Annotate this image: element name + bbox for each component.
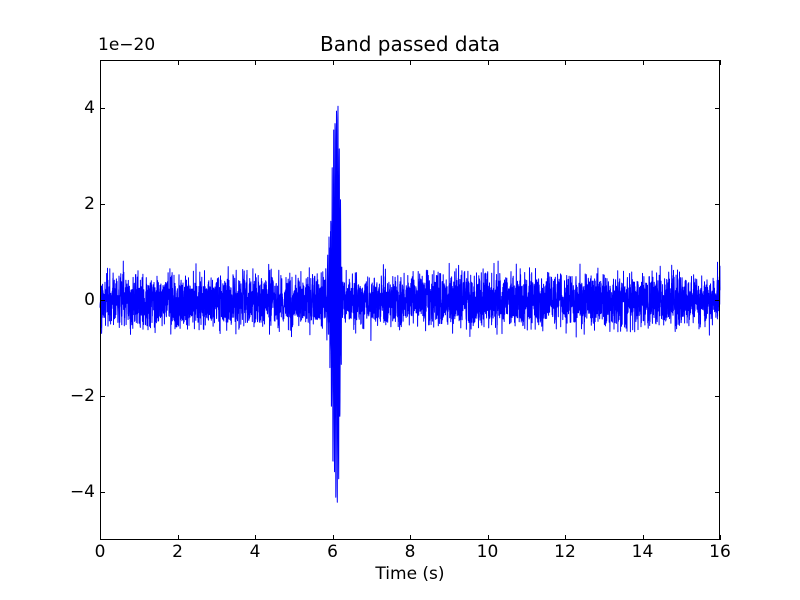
y-tick-label: −4: [69, 482, 95, 502]
x-tick-label: 0: [94, 542, 106, 562]
x-tick-label: 14: [631, 542, 654, 562]
y-tick-label: −2: [69, 386, 95, 406]
x-tick-label: 6: [327, 542, 338, 562]
x-tick-label: 12: [554, 542, 576, 562]
y-tick-label: 0: [84, 290, 95, 310]
chart-title: Band passed data: [320, 32, 500, 56]
y-tick-label: 4: [84, 98, 95, 118]
x-tick-label: 4: [249, 542, 261, 562]
x-tick-label: 2: [172, 542, 183, 562]
x-tick-label: 8: [404, 542, 416, 562]
y-axis-offset-label: 1e−20: [98, 35, 156, 55]
x-tick-label: 16: [709, 542, 731, 562]
x-tick-label: 10: [476, 542, 499, 562]
x-axis-label: Time (s): [375, 564, 445, 584]
y-tick-label: 2: [84, 194, 95, 214]
strain-waveform: [99, 105, 721, 503]
